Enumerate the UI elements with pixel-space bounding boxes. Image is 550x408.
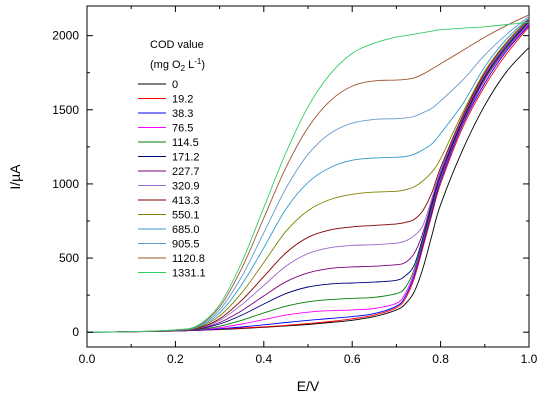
legend-label-4: 114.5 [172, 137, 199, 149]
series-line-5 [86, 21, 530, 333]
x-axis-title: E/V [297, 378, 320, 394]
tick-layer: 0.0 0.2 0.4 0.6 0.8 1.0 0 500 1000 1500 2000 [52, 6, 538, 366]
series-line-1 [86, 26, 530, 333]
y-tick-label: 500 [59, 251, 79, 265]
legend-unit-pre: (mg O [150, 59, 181, 71]
series-line-6 [86, 20, 530, 333]
y-axis-title: I/µA [7, 164, 23, 190]
legend-label-11: 905.5 [172, 239, 200, 251]
legend-label-8: 413.3 [172, 195, 200, 207]
series-line-13 [86, 21, 530, 333]
series-line-3 [86, 23, 530, 333]
y-tick-label: 0 [72, 325, 79, 339]
y-tick-label: 2000 [52, 29, 79, 43]
legend-label-13: 1331.1 [172, 268, 206, 280]
series-line-11 [86, 16, 530, 333]
x-tick-label: 0.8 [432, 352, 449, 366]
legend: COD value (mg O2 L-1) 0 19.2 38.3 76.5 114.5… [138, 39, 206, 280]
plot-frame [86, 5, 530, 348]
series-line-9 [86, 18, 530, 333]
x-tick-label: 0.0 [79, 352, 96, 366]
legend-label-2: 38.3 [172, 108, 193, 120]
series-line-0 [86, 47, 530, 333]
legend-unit-mid: L [185, 59, 194, 71]
legend-label-5: 171.2 [172, 152, 200, 164]
legend-label-12: 1120.8 [172, 253, 205, 265]
x-tick-label: 0.6 [344, 352, 361, 366]
series-line-4 [86, 22, 530, 333]
series-line-2 [86, 25, 530, 333]
legend-title-line2: (mg O2 L-1) [150, 57, 205, 73]
legend-title-line1: COD value [150, 39, 204, 51]
y-tick-label: 1000 [52, 177, 79, 191]
legend-label-0: 0 [172, 79, 178, 91]
legend-label-9: 550.1 [172, 210, 200, 222]
series-line-7 [86, 19, 530, 333]
series-layer [86, 14, 530, 333]
legend-label-7: 320.9 [172, 181, 200, 193]
series-line-8 [86, 18, 530, 333]
y-tick-label: 1500 [52, 103, 79, 117]
series-line-10 [86, 17, 530, 333]
legend-label-6: 227.7 [172, 166, 200, 178]
x-tick-label: 1.0 [521, 352, 538, 366]
legend-unit-sub: 2 [181, 64, 186, 73]
x-tick-label: 0.4 [255, 352, 272, 366]
legend-unit-post: ) [201, 59, 205, 71]
legend-label-10: 685.0 [172, 224, 200, 236]
legend-unit-sup: -1 [194, 57, 202, 66]
x-tick-label: 0.2 [167, 352, 184, 366]
legend-label-1: 19.2 [172, 94, 193, 106]
series-line-12 [86, 14, 530, 333]
legend-label-3: 76.5 [172, 123, 193, 135]
